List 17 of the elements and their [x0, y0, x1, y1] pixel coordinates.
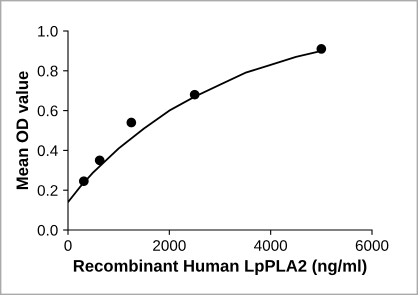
- y-tick-label: 0.0: [38, 224, 58, 236]
- y-tick-label: 0.6: [38, 105, 58, 116]
- y-tick-label: 0.2: [38, 185, 58, 196]
- point: [78, 176, 89, 186]
- x-axis-title: Recombinant Human LpPLA2 (ng/ml): [74, 260, 366, 276]
- x-tick-label: 0: [64, 240, 72, 251]
- x-tick-label: 6000: [356, 240, 388, 251]
- y-tick-label: 0.8: [38, 66, 58, 76]
- x-tick-label: 2000: [153, 240, 186, 251]
- y-tick-label: 0.4: [38, 145, 58, 156]
- x-tick-label: 4000: [254, 240, 288, 251]
- point: [316, 44, 326, 54]
- point: [126, 118, 136, 128]
- point: [94, 155, 105, 166]
- y-axis-title: Mean OD value: [16, 71, 28, 190]
- point: [190, 90, 200, 100]
- y-tick-label: 1.0: [38, 26, 58, 37]
